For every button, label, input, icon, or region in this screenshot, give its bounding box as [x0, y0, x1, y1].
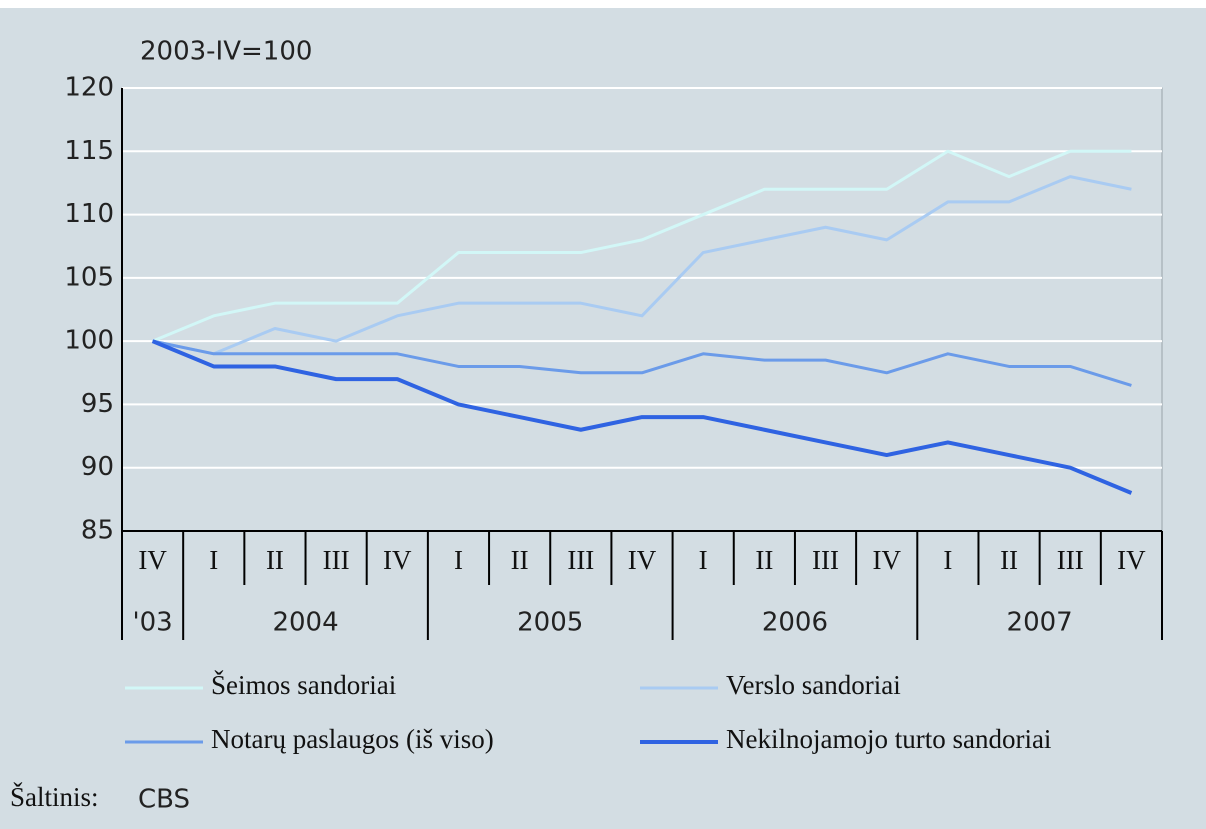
- x-tick-label: I: [699, 545, 708, 575]
- y-tick-label: 95: [81, 389, 114, 419]
- y-tick-label: 115: [64, 136, 114, 166]
- plot-area: [121, 87, 1163, 532]
- x-tick-label: II: [755, 545, 773, 575]
- x-tick-label: I: [209, 545, 218, 575]
- x-tick-label: III: [567, 545, 594, 575]
- y-tick-label: 85: [81, 516, 114, 546]
- x-tick-label: II: [511, 545, 529, 575]
- x-tick-label: IV: [383, 545, 412, 575]
- x-tick-label: IV: [1117, 545, 1146, 575]
- y-tick-label: 120: [64, 73, 114, 103]
- x-tick-label: IV: [872, 545, 901, 575]
- x-tick-label: III: [1057, 545, 1084, 575]
- source: CBS: [138, 785, 190, 815]
- x-tick-label: II: [266, 545, 284, 575]
- x-tick-label: I: [454, 545, 463, 575]
- source-label: Šaltinis:: [10, 782, 99, 812]
- legend-label: Notarų paslaugos (iš viso): [211, 724, 494, 754]
- year-label: 2007: [1007, 608, 1073, 638]
- series-line: [152, 339, 1132, 387]
- year-label: 2004: [272, 608, 338, 638]
- legend-label: Verslo sandoriai: [726, 670, 901, 700]
- x-tick-label: III: [323, 545, 350, 575]
- unit-label: 2003-IV=100: [140, 37, 312, 67]
- year-label: 2005: [517, 608, 583, 638]
- x-tick-label: IV: [628, 545, 657, 575]
- x-tick-label: III: [812, 545, 839, 575]
- x-tick-label: I: [943, 545, 952, 575]
- x-tick-label: IV: [138, 545, 167, 575]
- series-line: [151, 339, 1133, 495]
- y-tick-label: 100: [64, 326, 114, 356]
- top-strip: [0, 0, 1206, 8]
- series-line: [152, 149, 1132, 343]
- legend-label: Nekilnojamojo turto sandoriai: [726, 724, 1051, 754]
- series-line: [152, 175, 1132, 356]
- x-tick-label: II: [1000, 545, 1018, 575]
- year-label: '03: [132, 608, 172, 638]
- y-tick-label: 90: [81, 452, 114, 482]
- legend-label: Šeimos sandoriai: [211, 670, 396, 700]
- y-tick-label: 105: [64, 262, 114, 292]
- year-label: 2006: [762, 608, 828, 638]
- y-tick-label: 110: [64, 199, 114, 229]
